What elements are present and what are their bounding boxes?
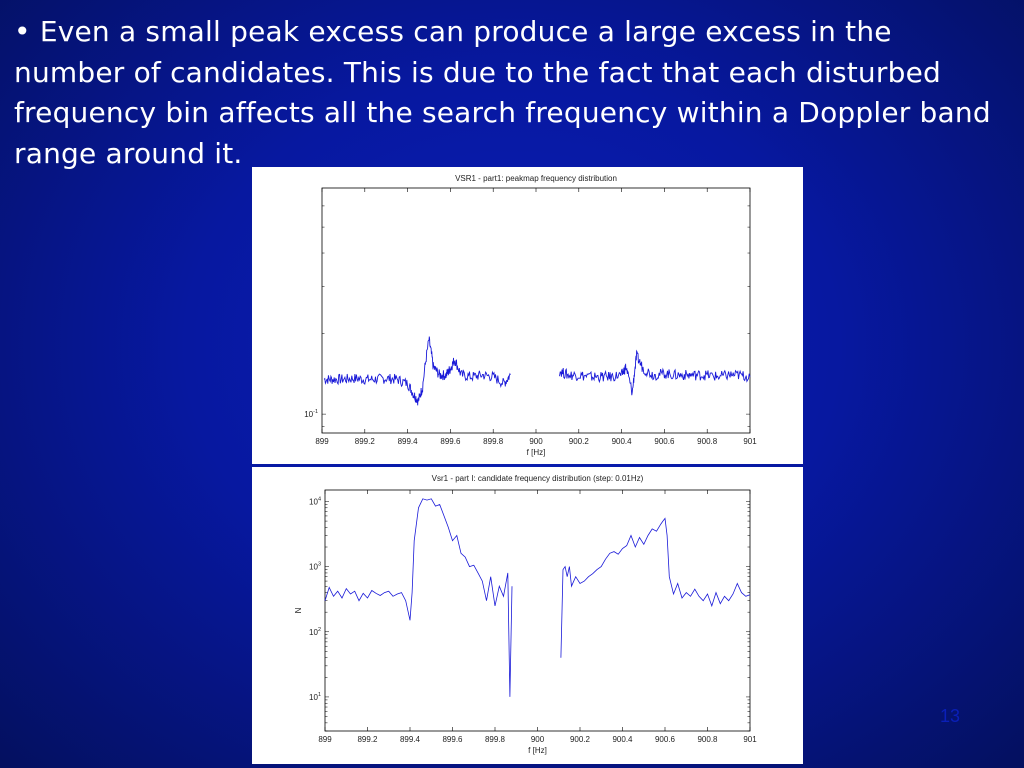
peakmap-frequency-chart: VSR1 - part1: peakmap frequency distribu… [252, 167, 803, 464]
x-tick-label: 900.4 [612, 437, 633, 446]
y-tick-base: 10 [309, 563, 318, 572]
x-axis-label: f [Hz] [528, 746, 547, 755]
series-line [323, 336, 511, 406]
chart-title: VSR1 - part1: peakmap frequency distribu… [455, 174, 617, 183]
x-tick-label: 900.2 [569, 437, 590, 446]
x-tick-label: 900 [529, 437, 543, 446]
x-axis-label: f [Hz] [527, 448, 546, 457]
series-line [560, 517, 751, 658]
y-tick-exponent: 4 [318, 496, 321, 502]
y-axis-label: N [294, 607, 303, 613]
x-tick-label: 900.4 [612, 735, 633, 744]
y-tick-label: 101 [309, 692, 321, 702]
y-tick-label: 103 [309, 562, 321, 572]
candidate-frequency-chart: Vsr1 - part I: candidate frequency distr… [252, 467, 803, 764]
peakmap-chart-svg: VSR1 - part1: peakmap frequency distribu… [304, 174, 757, 457]
y-tick-exponent: -1 [313, 409, 318, 415]
x-tick-label: 901 [743, 437, 757, 446]
x-tick-label: 900 [531, 735, 545, 744]
x-tick-label: 899.8 [485, 735, 506, 744]
y-tick-base: 10 [309, 693, 318, 702]
x-tick-label: 900.6 [654, 437, 675, 446]
plot-frame [324, 489, 751, 732]
x-tick-label: 900.8 [697, 735, 718, 744]
y-tick-label: 10-1 [304, 409, 318, 419]
y-tick-base: 10 [304, 410, 313, 419]
y-tick-base: 10 [309, 628, 318, 637]
x-tick-label: 900.8 [697, 437, 718, 446]
x-tick-label: 899 [315, 437, 329, 446]
x-tick-label: 899.6 [440, 437, 461, 446]
y-tick-exponent: 1 [318, 692, 321, 698]
x-tick-label: 899 [318, 735, 332, 744]
candidate-chart-svg: Vsr1 - part I: candidate frequency distr… [294, 474, 757, 755]
x-tick-label: 899.2 [355, 437, 376, 446]
page-number: 13 [940, 706, 961, 726]
x-tick-label: 901 [743, 735, 757, 744]
y-tick-label: 104 [309, 496, 321, 506]
y-tick-exponent: 2 [318, 627, 321, 633]
x-tick-label: 899.6 [442, 735, 463, 744]
chart-title: Vsr1 - part I: candidate frequency distr… [432, 474, 644, 483]
x-tick-label: 899.8 [483, 437, 504, 446]
bullet-text: • Even a small peak excess can produce a… [14, 15, 991, 170]
series-line [559, 349, 751, 396]
plot-frame [321, 187, 751, 434]
x-tick-label: 899.2 [357, 735, 378, 744]
y-tick-base: 10 [309, 497, 318, 506]
y-tick-label: 102 [309, 627, 321, 637]
y-tick-exponent: 3 [318, 562, 321, 568]
x-tick-label: 900.2 [570, 735, 591, 744]
series-line [324, 498, 513, 697]
x-tick-label: 899.4 [400, 735, 421, 744]
x-tick-label: 900.6 [655, 735, 676, 744]
x-tick-label: 899.4 [398, 437, 419, 446]
